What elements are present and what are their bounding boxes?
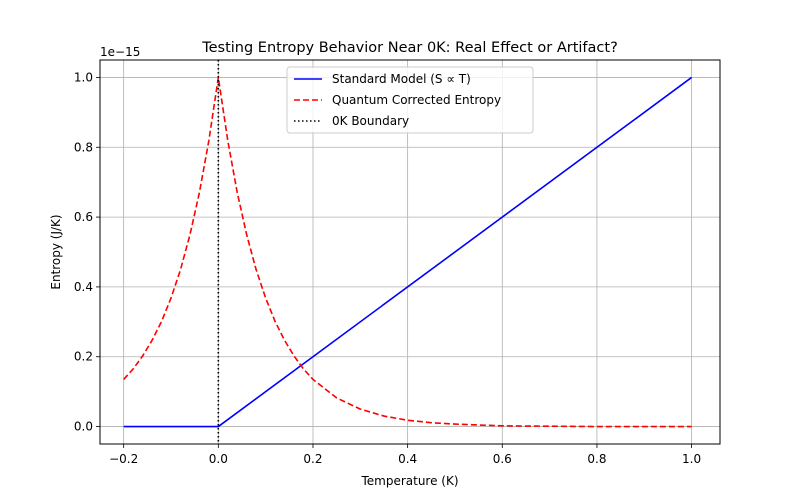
y-axis-label: Entropy (J/K) [49,214,63,289]
chart-title: Testing Entropy Behavior Near 0K: Real E… [201,40,618,56]
standard-model-line [123,76,693,428]
plot-frame [99,59,721,445]
y-axis-ticks: 0.0 0.2 0.4 0.6 0.8 1.0 [74,70,100,434]
legend: Standard Model (S ∝ T) Quantum Corrected… [286,66,534,134]
quantum-corrected-entropy-line [123,76,692,428]
legend-label-0k-boundary: 0K Boundary [332,114,409,128]
x-axis-ticks: −0.2 0.0 0.2 0.4 0.6 0.8 1.0 [109,444,701,466]
x-tick-label: 1.0 [682,452,701,466]
x-axis-label: Temperature (K) [360,474,458,488]
y-offset-label: 1e−15 [100,45,140,59]
legend-box [286,66,534,134]
y-tick-label: 0.2 [74,350,93,364]
y-tick-label: 0.4 [74,280,93,294]
x-tick-label: 0.0 [209,452,228,466]
y-tick-label: 1.0 [74,70,93,84]
x-tick-label: 0.6 [493,452,512,466]
legend-label-quantum-corrected: Quantum Corrected Entropy [332,93,501,107]
x-tick-label: 0.8 [587,452,606,466]
x-tick-label: −0.2 [109,452,138,466]
y-tick-label: 0.0 [74,420,93,434]
x-tick-label: 0.2 [303,452,322,466]
y-tick-label: 0.6 [74,210,93,224]
legend-label-standard-model: Standard Model (S ∝ T) [332,72,471,86]
y-tick-label: 0.8 [74,140,93,154]
x-tick-label: 0.4 [398,452,417,466]
series-layer [123,60,693,444]
